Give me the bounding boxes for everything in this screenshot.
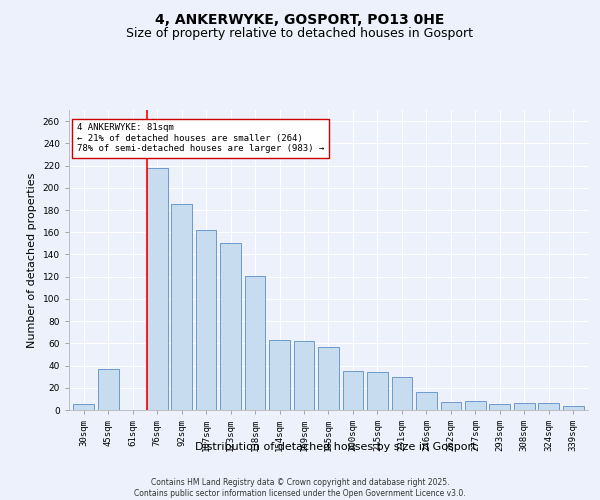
Text: Contains HM Land Registry data © Crown copyright and database right 2025.
Contai: Contains HM Land Registry data © Crown c… (134, 478, 466, 498)
Bar (416, 392, 437, 410)
Bar (220, 244, 241, 410)
Bar (245, 276, 265, 410)
Bar (293, 341, 314, 410)
Bar (440, 402, 461, 410)
Bar (318, 346, 339, 410)
Bar (343, 371, 364, 410)
Bar (563, 406, 584, 410)
Bar (73, 404, 94, 410)
Bar (514, 404, 535, 410)
Bar (147, 168, 167, 410)
Bar (98, 369, 119, 410)
Y-axis label: Number of detached properties: Number of detached properties (27, 172, 37, 348)
Bar (392, 376, 412, 410)
Text: 4, ANKERWYKE, GOSPORT, PO13 0HE: 4, ANKERWYKE, GOSPORT, PO13 0HE (155, 12, 445, 26)
Bar (196, 230, 217, 410)
Bar (490, 404, 510, 410)
Text: 4 ANKERWYKE: 81sqm
← 21% of detached houses are smaller (264)
78% of semi-detach: 4 ANKERWYKE: 81sqm ← 21% of detached hou… (77, 124, 324, 153)
Text: Size of property relative to detached houses in Gosport: Size of property relative to detached ho… (127, 28, 473, 40)
Bar (171, 204, 192, 410)
Bar (465, 401, 486, 410)
Bar (367, 372, 388, 410)
Bar (538, 404, 559, 410)
Text: Distribution of detached houses by size in Gosport: Distribution of detached houses by size … (195, 442, 477, 452)
Bar (269, 340, 290, 410)
